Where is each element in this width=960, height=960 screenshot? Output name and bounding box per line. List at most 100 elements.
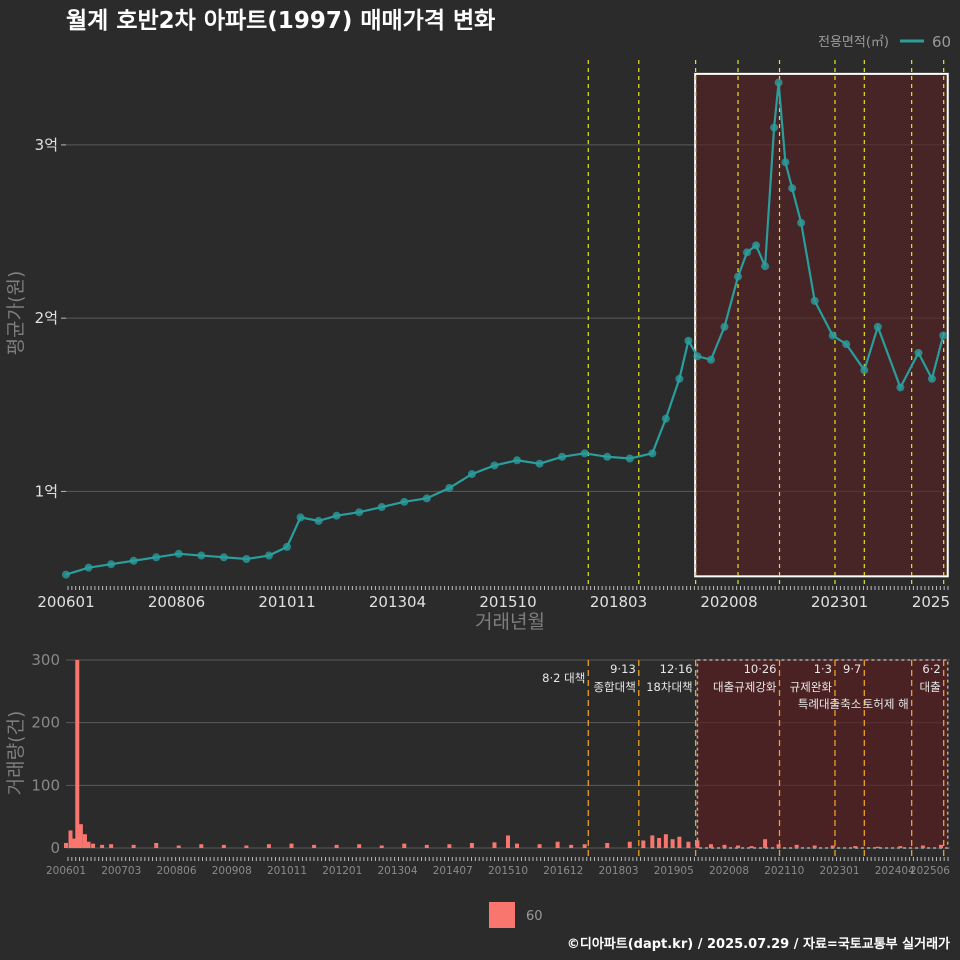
- price-point: [788, 184, 797, 193]
- x-tick-label: 2025: [912, 593, 950, 611]
- price-point: [197, 551, 206, 560]
- y-tick-label: 2억: [35, 309, 58, 327]
- price-point: [927, 374, 936, 383]
- volume-bar: [109, 844, 114, 848]
- price-point: [873, 322, 882, 331]
- x-tick-label: 202301: [819, 865, 859, 877]
- volume-bar: [515, 843, 520, 848]
- volume-bar: [605, 842, 610, 848]
- policy-date-label: 9·7: [843, 662, 861, 676]
- x-tick-label: 200601: [37, 593, 94, 611]
- volume-bar: [627, 841, 632, 848]
- x-tick-label: 201407: [433, 865, 473, 877]
- volume-bar: [64, 842, 68, 848]
- y-tick-label: 0: [50, 839, 60, 857]
- x-tick-label: 201304: [369, 593, 426, 611]
- volume-bar: [663, 834, 668, 848]
- policy-label: 18차대책: [646, 680, 692, 694]
- legend-entry: 60: [932, 33, 951, 51]
- price-point: [535, 459, 544, 468]
- volume-bar: [176, 845, 181, 848]
- y-tick-label: 3억: [35, 136, 58, 154]
- volume-y-axis-label: 거래량(건): [5, 711, 27, 796]
- price-point: [675, 374, 684, 383]
- volume-bar: [657, 837, 662, 848]
- price-point: [603, 452, 612, 461]
- volume-bar: [763, 839, 768, 848]
- price-point: [355, 508, 364, 517]
- volume-bar: [447, 844, 452, 848]
- price-point: [513, 456, 522, 465]
- volume-bar: [71, 838, 76, 848]
- policy-label: 대출: [920, 680, 941, 694]
- price-point: [842, 340, 851, 349]
- x-tick-label: 201201: [322, 865, 362, 877]
- x-tick-label: 200908: [212, 865, 252, 877]
- volume-bar: [75, 660, 80, 848]
- volume-legend-swatch: [489, 902, 515, 928]
- volume-highlight-box: [696, 659, 949, 849]
- main-plot: 1억 2억 3억 200601 200806 201011 201304 201510 2018…: [35, 60, 950, 611]
- policy-date-label: 1·3: [814, 662, 832, 676]
- price-point: [810, 296, 819, 305]
- x-tick-label: 202008: [700, 593, 757, 611]
- x-tick-label: 200601: [46, 865, 86, 877]
- volume-bar: [736, 845, 741, 848]
- price-point: [720, 322, 729, 331]
- volume-bar: [938, 844, 943, 848]
- volume-bar: [131, 844, 136, 848]
- price-point: [264, 551, 273, 560]
- volume-bar: [582, 844, 587, 848]
- x-tick-label: 200703: [101, 865, 141, 877]
- volume-bar: [677, 836, 682, 848]
- chart-title: 월계 호반2차 아파트(1997) 매매가격 변화: [66, 8, 495, 34]
- price-point: [939, 331, 948, 340]
- volume-bar: [853, 846, 858, 848]
- price-point: [752, 241, 761, 250]
- volume-legend-entry: 60: [526, 909, 543, 924]
- x-tick-label: 202301: [811, 593, 868, 611]
- volume-bar: [537, 844, 542, 848]
- price-point: [761, 262, 770, 271]
- y-tick-label: 100: [31, 776, 60, 794]
- price-point: [580, 449, 589, 458]
- volume-bar: [154, 842, 159, 848]
- main-y-axis-label: 평균가(원): [5, 271, 27, 356]
- price-point: [896, 383, 905, 392]
- policy-date-label: 9·13: [610, 662, 636, 676]
- volume-bar: [221, 844, 226, 848]
- volume-bar: [424, 844, 429, 848]
- x-tick-label: 200806: [156, 865, 196, 877]
- volume-bar: [68, 830, 73, 848]
- price-point: [62, 570, 70, 579]
- policy-label: 종합대책: [593, 680, 635, 694]
- volume-bar: [78, 824, 83, 848]
- price-point: [84, 563, 93, 572]
- x-tick-label: 201011: [258, 593, 315, 611]
- volume-bar: [312, 844, 317, 848]
- y-tick-label: 300: [31, 651, 60, 669]
- main-x-axis-label: 거래년월: [475, 611, 545, 633]
- volume-bar: [82, 834, 87, 848]
- x-tick-label: 201510: [488, 865, 528, 877]
- volume-bar: [670, 839, 675, 848]
- x-tick-label: 201905: [654, 865, 694, 877]
- price-point: [914, 348, 923, 357]
- price-point: [781, 158, 790, 167]
- volume-bar: [379, 845, 384, 848]
- price-point: [558, 452, 567, 461]
- y-tick-label: 1억: [35, 482, 58, 500]
- price-point: [296, 513, 305, 522]
- volume-bar: [794, 844, 799, 848]
- x-tick-label: 200806: [148, 593, 205, 611]
- price-point: [400, 497, 409, 506]
- price-point: [797, 218, 806, 227]
- volume-bar: [289, 843, 294, 848]
- price-point: [661, 414, 670, 423]
- volume-bar: [334, 844, 339, 848]
- price-point: [283, 542, 291, 551]
- price-line: [65, 82, 945, 576]
- policy-date-label: 6·2: [922, 662, 940, 676]
